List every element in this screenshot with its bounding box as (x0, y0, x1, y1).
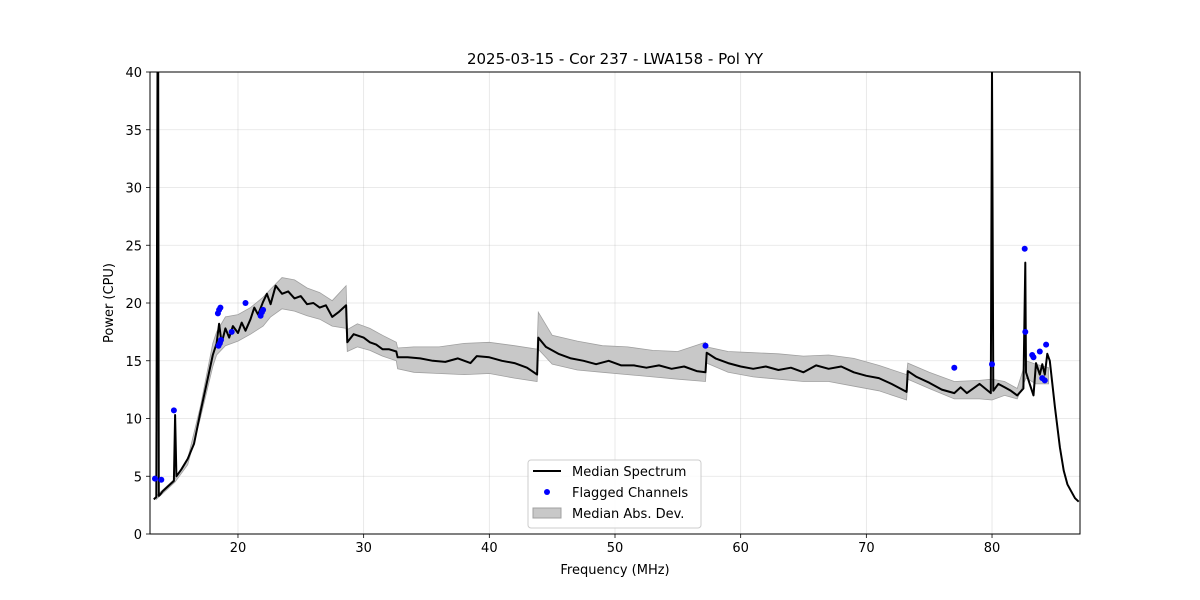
legend-median: Median Spectrum (572, 465, 686, 480)
flagged-channel-point (951, 364, 958, 371)
axes: 20 30 40 50 60 70 80 0 5 10 15 20 25 30 35 40 (125, 66, 1081, 556)
x-tick-label: 30 (355, 541, 372, 556)
y-tick-label: 0 (134, 528, 142, 543)
flagged-channel-point (989, 361, 995, 368)
chart-title: 2025-03-15 - Cor 237 - LWA158 - Pol YY (467, 50, 764, 68)
flagged-channel-point (260, 306, 267, 313)
x-tick-label: 80 (984, 541, 1001, 556)
x-tick-label: 50 (607, 541, 624, 556)
y-tick-label: 20 (125, 297, 142, 312)
mad-band (155, 277, 1049, 501)
flagged-channel-point (1021, 245, 1028, 252)
flagged-channel-point (1043, 341, 1050, 348)
x-axis-label: Frequency (MHz) (560, 563, 669, 578)
flagged-channel-point (1041, 377, 1048, 384)
y-axis-label: Power (CPU) (102, 263, 117, 343)
legend-point-swatch (544, 489, 550, 495)
y-tick-label: 30 (125, 182, 142, 197)
flagged-channel-point (1022, 328, 1029, 335)
x-tick-label: 60 (732, 541, 749, 556)
flagged-channel-point (218, 337, 224, 343)
legend-band-swatch (532, 507, 562, 519)
x-tick-label: 40 (481, 541, 498, 556)
mad-band-layer (155, 277, 1049, 501)
flagged-channel-point (228, 328, 235, 335)
flagged-points-layer (152, 245, 1050, 483)
flagged-channel-point (1030, 354, 1037, 361)
flagged-channel-point (1036, 348, 1043, 355)
legend-box (527, 459, 702, 529)
y-tick-label: 35 (125, 124, 142, 139)
legend-flagged: Flagged Channels (572, 486, 688, 501)
y-tick-label: 10 (125, 413, 142, 428)
flagged-channel-point (152, 475, 158, 482)
y-tick-label: 15 (125, 355, 142, 370)
legend: Median Spectrum Flagged Channels Median … (527, 459, 702, 529)
flagged-channel-point (217, 304, 224, 311)
y-tick-label: 40 (125, 66, 142, 81)
y-tick-label: 5 (134, 470, 142, 485)
y-tick-label: 25 (125, 239, 142, 254)
flagged-channel-point (158, 476, 165, 483)
x-tick-label: 20 (230, 541, 247, 556)
x-tick-label: 70 (858, 541, 875, 556)
flagged-channel-point (702, 342, 709, 349)
legend-mad: Median Abs. Dev. (572, 507, 684, 522)
plot-frame (149, 71, 1081, 535)
flagged-channel-point (170, 407, 177, 414)
flagged-channel-point (242, 300, 249, 306)
